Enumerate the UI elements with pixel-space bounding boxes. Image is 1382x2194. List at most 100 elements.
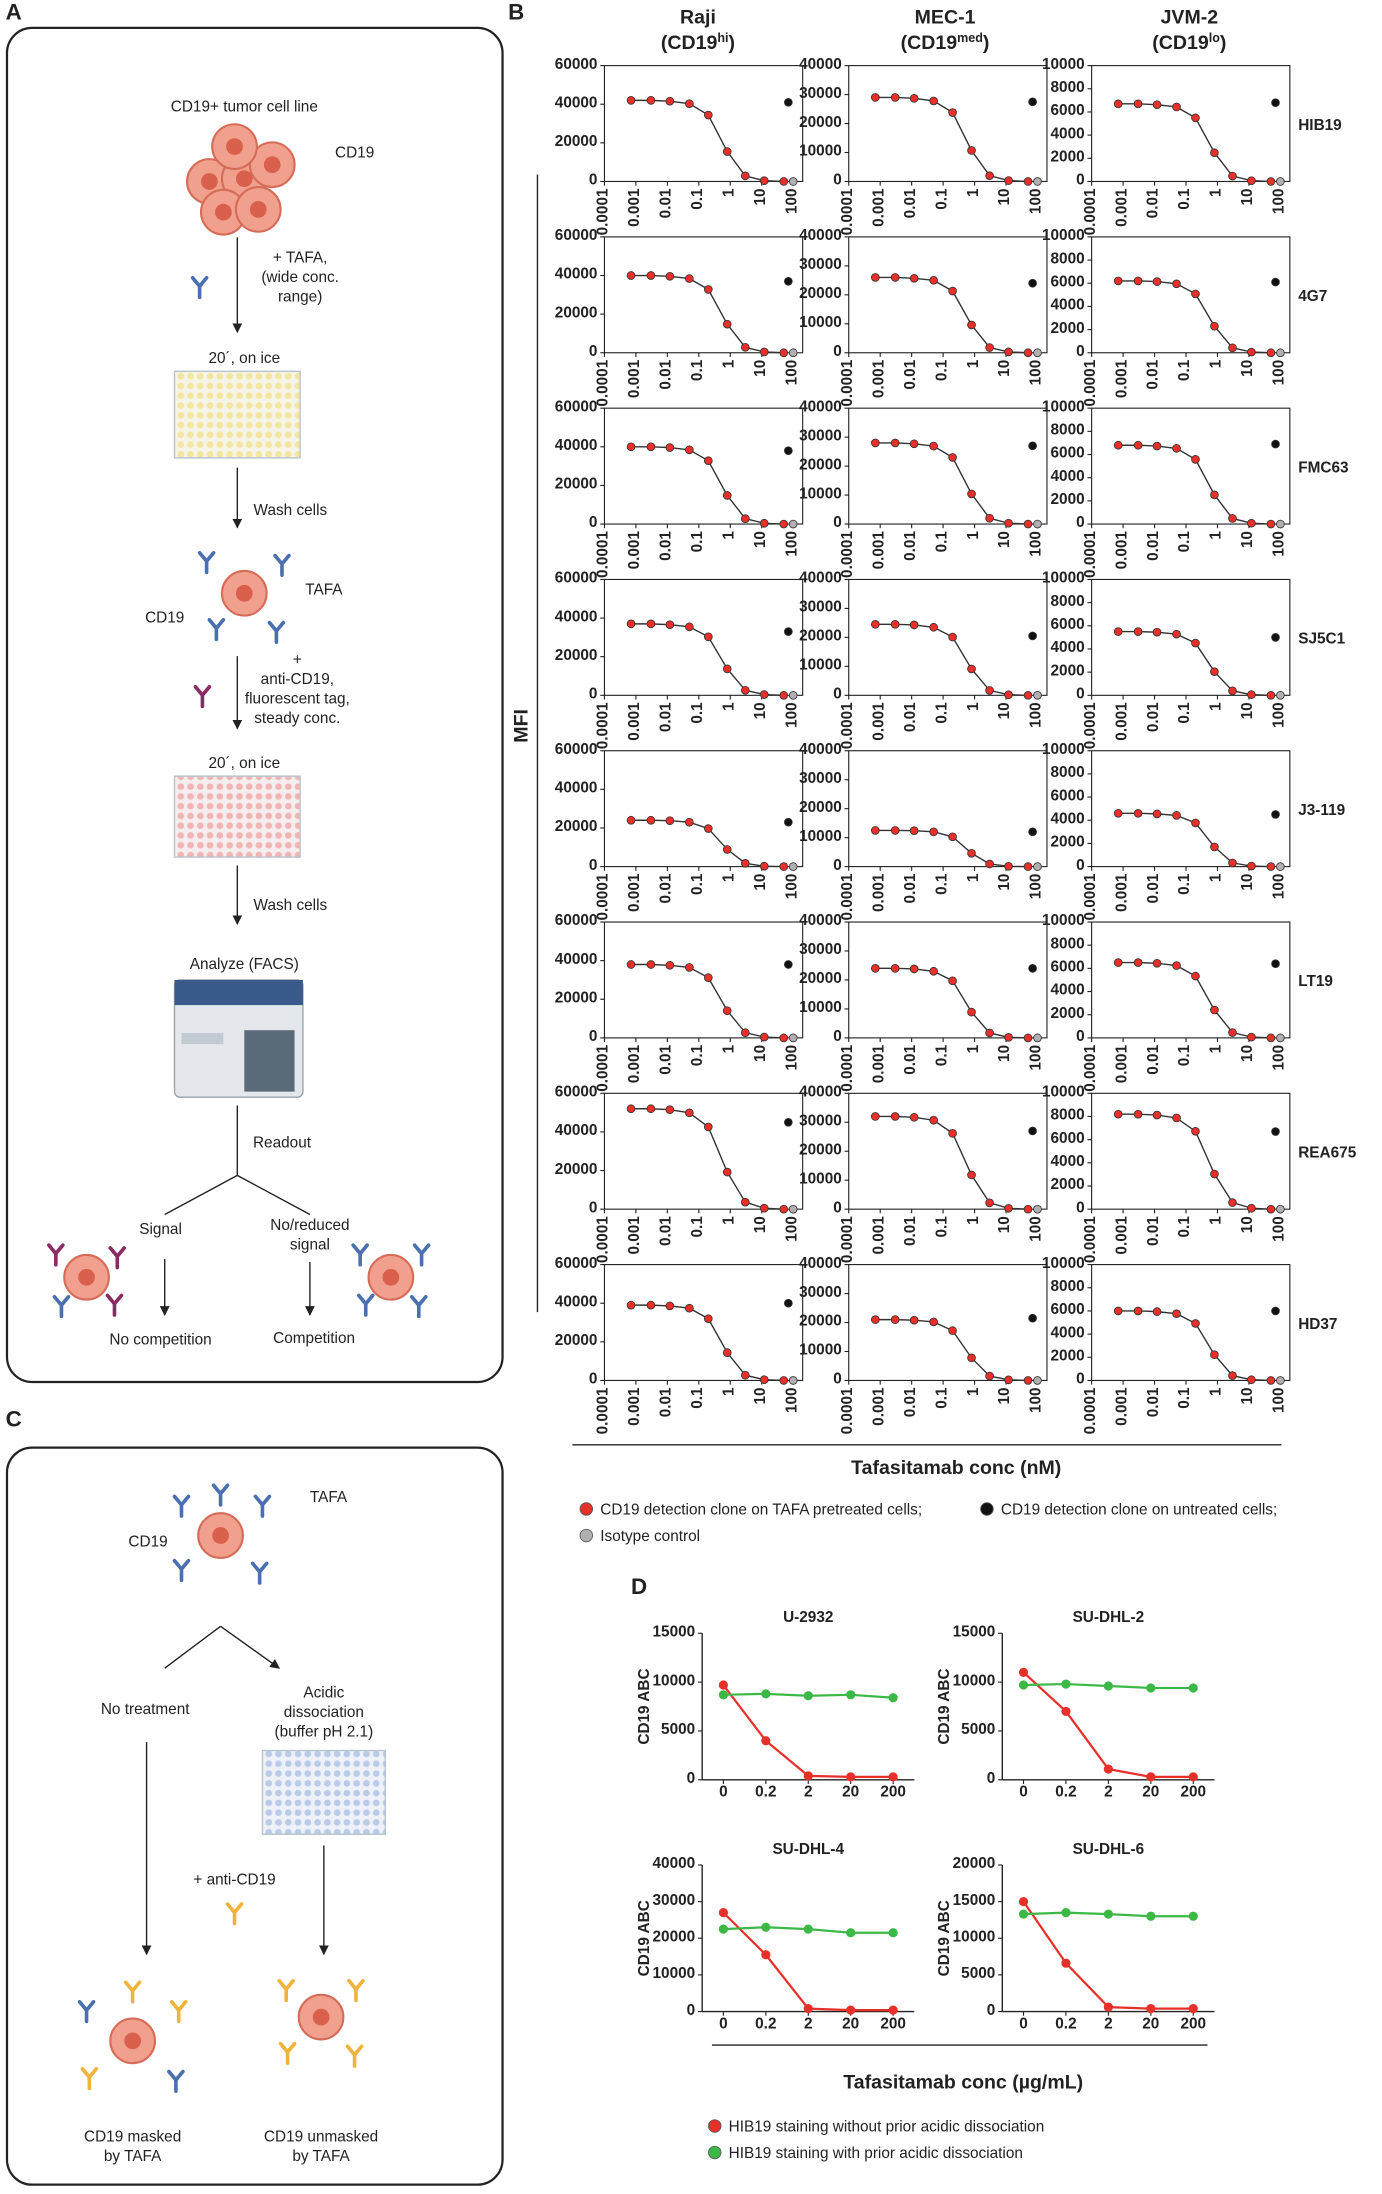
- label: Wash cells: [254, 897, 328, 914]
- y-tick-label: 0: [833, 514, 842, 531]
- plot-frame: [848, 407, 1048, 525]
- data-point: [890, 438, 900, 448]
- header-part: ): [983, 32, 990, 54]
- data-point: [1113, 808, 1123, 818]
- data-point: [759, 1203, 769, 1213]
- data-point: [779, 177, 789, 186]
- x-tick-label: 100: [783, 188, 800, 214]
- x-tick-label: 1: [720, 1387, 737, 1396]
- data-point: [626, 1104, 636, 1114]
- data-point: [626, 1300, 636, 1310]
- data-point: [1113, 1109, 1123, 1119]
- data-point: [788, 348, 798, 358]
- x-tick-label: 10: [1239, 1216, 1256, 1233]
- data-point: [759, 690, 769, 699]
- data-point: [909, 439, 919, 449]
- legend-marker: [980, 1502, 994, 1516]
- data-point: [846, 1928, 856, 1938]
- label: Acidic: [303, 1684, 344, 1701]
- y-tick-label: 20000: [799, 456, 842, 473]
- data-point: [788, 1033, 798, 1043]
- data-point: [1191, 1319, 1200, 1328]
- data-point: [1266, 690, 1276, 700]
- x-tick-label: 1: [965, 873, 982, 882]
- y-tick-label: 10000: [1042, 1255, 1085, 1272]
- y-tick-label: 6000: [1051, 273, 1085, 290]
- data-point: [1133, 440, 1143, 450]
- y-tick-label: 10000: [1042, 56, 1085, 73]
- x-tick-label: 100: [1271, 1387, 1288, 1413]
- data-point: [685, 1108, 694, 1118]
- x-tick-label: 10: [752, 531, 769, 548]
- data-point: [722, 845, 732, 854]
- x-tick-label: 0.001: [870, 1216, 887, 1255]
- data-point: [1033, 348, 1042, 358]
- data-point: [703, 632, 713, 642]
- y-tick-label: 60000: [555, 56, 598, 73]
- icon-part: [47, 1243, 65, 1267]
- data-point: [1191, 455, 1200, 464]
- x-tick-label: 0.0001: [1082, 873, 1099, 920]
- plot-frame: [1091, 1264, 1291, 1382]
- y-tick-label: 2000: [1051, 834, 1085, 851]
- x-tick-label: 0.001: [626, 531, 643, 570]
- x-tick-label: 0.001: [1113, 1044, 1130, 1083]
- y-tick-label: 40000: [555, 608, 598, 625]
- icon-part: [356, 1293, 375, 1317]
- chart: 0 5000 10000 15000 0 0.2 2 20 200 U-2932 CD19 ABC: [636, 1609, 915, 1801]
- data-point: [1023, 1033, 1033, 1043]
- x-tick-label: 0.01: [1145, 702, 1162, 732]
- data-point: [1228, 171, 1237, 181]
- y-tick-label: 20000: [555, 1161, 598, 1178]
- label: + anti-CD19: [193, 1872, 275, 1889]
- y-tick-label: 10000: [953, 1928, 996, 1945]
- x-tick-label: 0.0001: [1082, 1044, 1099, 1091]
- data-point: [948, 832, 957, 842]
- data-point: [1004, 690, 1013, 700]
- data-point: [909, 273, 919, 283]
- data-point: [784, 97, 793, 107]
- data-point: [909, 964, 919, 974]
- data-point: [1023, 348, 1033, 358]
- header-part: (CD19: [901, 32, 958, 54]
- x-tick-label: 10: [1239, 1387, 1256, 1404]
- data-point: [1033, 1376, 1042, 1385]
- data-point: [1247, 1032, 1256, 1042]
- x-tick-label: 0.001: [870, 873, 887, 912]
- x-tick-label: 0.1: [689, 1216, 706, 1238]
- chart: 0 10000 20000 30000 40000 0.0001 0.001 0.01 0.1 1…: [799, 56, 1048, 235]
- plot-frame: [848, 578, 1048, 696]
- y-tick-label: 4000: [1051, 1153, 1085, 1170]
- y-tick-label: 2000: [1051, 1347, 1085, 1364]
- chart: 0 10000 20000 30000 40000 0.0001 0.001 0.01 0.1 1…: [799, 741, 1048, 921]
- data-point: [985, 1371, 994, 1381]
- data-point: [1210, 490, 1219, 500]
- data-point: [722, 319, 732, 329]
- icon-part: [351, 1243, 369, 1267]
- data-point: [1266, 519, 1276, 529]
- data-point: [788, 177, 798, 186]
- data-point: [1061, 1706, 1071, 1717]
- x-tick-label: 1: [965, 359, 982, 368]
- panel-b: B Raji (CD19hi) MEC-1 (CD19med) JVM-2 (C…: [508, 0, 1282, 1479]
- y-tick-label: 20000: [555, 133, 598, 150]
- data-point: [665, 1105, 675, 1115]
- x-tick-label: 20: [842, 2015, 859, 2032]
- y-tick-label: 5000: [661, 1721, 695, 1738]
- y-tick-label: 30000: [653, 1892, 696, 1909]
- x-tick-label: 1: [965, 702, 982, 711]
- y-tick-label: 60000: [555, 741, 598, 758]
- icon-part: [108, 1246, 127, 1270]
- data-point: [1146, 1772, 1156, 1782]
- panel-letter: B: [508, 0, 524, 25]
- data-point: [929, 966, 938, 976]
- x-tick-label: 100: [783, 360, 800, 386]
- y-tick-label: 60000: [555, 1255, 598, 1272]
- x-tick-label: 1: [720, 702, 737, 711]
- label: dissociation: [284, 1704, 364, 1721]
- x-tick-label: 1: [720, 531, 737, 540]
- x-tick-label: 0.1: [689, 359, 706, 381]
- data-point: [1028, 631, 1037, 641]
- y-tick-label: 20000: [555, 818, 598, 835]
- y-tick-label: 10000: [799, 657, 842, 674]
